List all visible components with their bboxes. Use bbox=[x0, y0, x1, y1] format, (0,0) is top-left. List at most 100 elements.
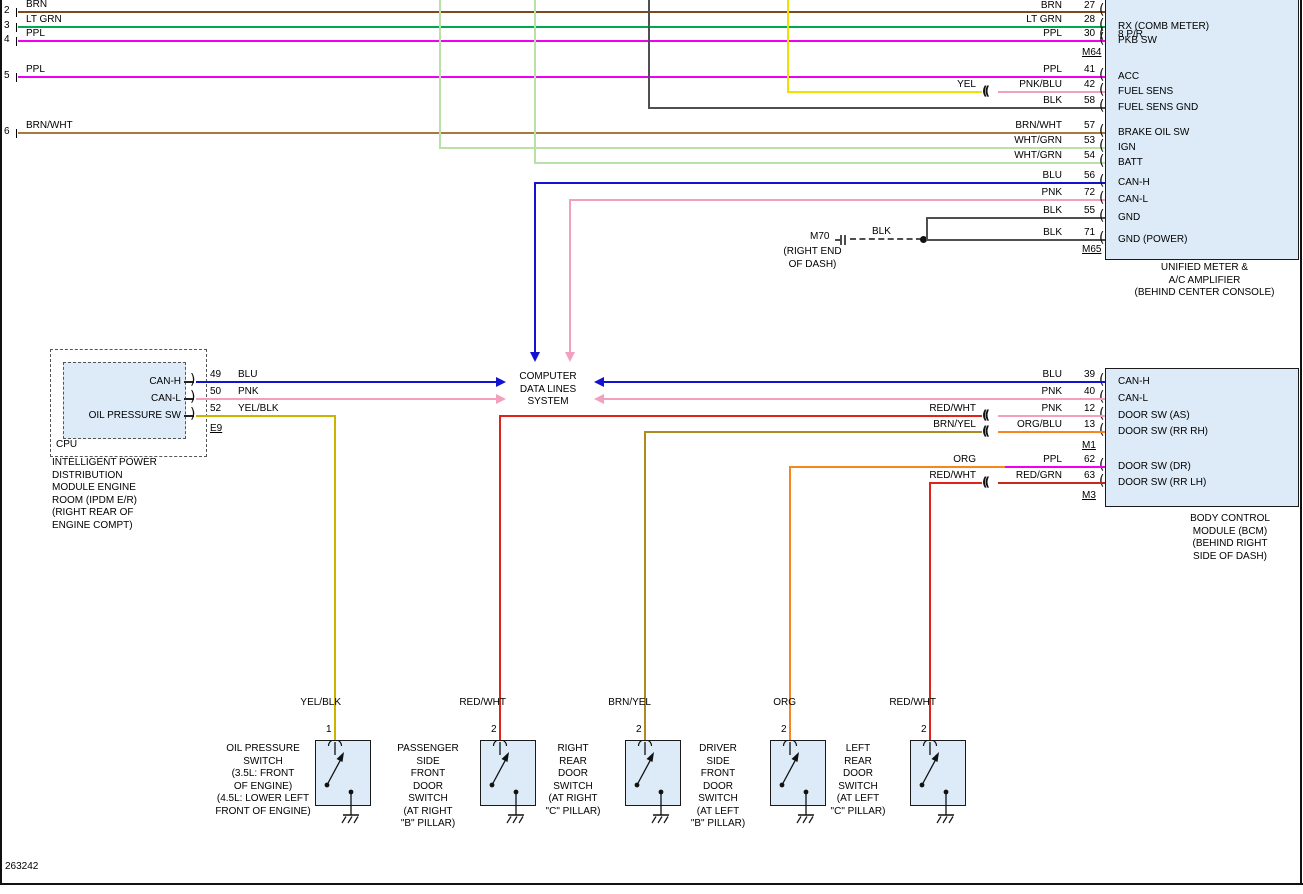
bcm-pin-name: CAN-L bbox=[1118, 393, 1149, 404]
bcm-pin-name: DOOR SW (RR RH) bbox=[1118, 426, 1208, 437]
unified-meter-box bbox=[1105, 0, 1299, 260]
left-rear-door-switch-symbol bbox=[910, 740, 966, 824]
wire-whtgrn-ign-vert bbox=[439, 0, 441, 149]
switch-wire-label: YEL/BLK bbox=[300, 697, 341, 708]
meter-pin-name: FUEL SENS bbox=[1118, 86, 1174, 97]
caption-line: FRONT OF ENGINE) bbox=[215, 805, 311, 817]
wire-brnyel-door-rrrh bbox=[644, 431, 982, 433]
bcm-pin-color: BLU bbox=[1042, 369, 1062, 380]
entry-num: 3 bbox=[4, 20, 10, 31]
caption-line: SWITCH bbox=[698, 793, 738, 804]
bcm-pin-color: RED/GRN bbox=[1015, 470, 1062, 481]
entry-tick bbox=[16, 129, 17, 138]
wire-pnk-bcm-canl bbox=[604, 398, 1105, 400]
caption-line: SIDE bbox=[416, 755, 440, 767]
arrow-right-canh-icon bbox=[496, 377, 506, 387]
wire-blu-canh-down bbox=[534, 182, 536, 352]
meter-pin-bracket: ( bbox=[1099, 138, 1105, 154]
passenger-front-door-switch-caption: PASSENGER SIDE FRONT DOOR SWITCH (AT RIG… bbox=[378, 743, 478, 831]
meter-pin-color: BLK bbox=[1043, 227, 1062, 238]
entry-num: 5 bbox=[4, 70, 10, 81]
caption-line: (AT RIGHT bbox=[548, 793, 598, 804]
caption-line: REAR bbox=[559, 755, 587, 767]
splice-icon: (( bbox=[982, 408, 990, 422]
page-border-left bbox=[0, 0, 2, 885]
wire-blu-canh-meter bbox=[534, 182, 1105, 184]
meter-pin-color: BRN/WHT bbox=[1015, 120, 1062, 131]
caption-line: REAR bbox=[844, 755, 872, 767]
switch-wire-label: RED/WHT bbox=[459, 697, 506, 708]
wire-pnkblu-fuel-sens bbox=[998, 91, 1105, 93]
wire-pnk-ipdm-canl bbox=[196, 398, 496, 400]
wire-org-door-dr bbox=[789, 466, 1005, 468]
meter-pin-bracket: ( bbox=[1099, 208, 1105, 224]
meter-pin-bracket: ( bbox=[1099, 123, 1105, 139]
wire-yelblk-oil-press bbox=[196, 415, 336, 417]
meter-pin-color: PPL bbox=[1043, 28, 1062, 39]
hub-line: COMPUTER bbox=[519, 371, 577, 382]
meter-pin-number: 30 bbox=[1084, 28, 1096, 39]
entry-tick bbox=[16, 73, 17, 82]
entry-wire-label: BRN bbox=[26, 0, 48, 10]
caption-line: OIL PRESSURE bbox=[226, 743, 300, 754]
hub-line: SYSTEM bbox=[527, 396, 569, 407]
diagram-id: 263242 bbox=[5, 861, 39, 872]
arrow-down-canh-icon bbox=[530, 352, 540, 362]
caption-line: DOOR bbox=[843, 768, 873, 779]
ipdm-caption-line: DISTRIBUTION bbox=[52, 469, 123, 481]
m70-location-line: OF DASH) bbox=[788, 258, 837, 270]
ipdm-pin-bracket: ) bbox=[190, 389, 196, 405]
ipdm-caption-line: (RIGHT REAR OF bbox=[52, 507, 134, 518]
wire-redwht-door-rrlh bbox=[929, 482, 982, 484]
entry-wire-label: PPL bbox=[26, 28, 45, 39]
entry-wire-label: BRN/WHT bbox=[26, 120, 73, 131]
meter-caption: UNIFIED METER & A/C AMPLIFIER (BEHIND CE… bbox=[1112, 262, 1297, 300]
meter-caption-line: A/C AMPLIFIER bbox=[1168, 274, 1241, 286]
wire-redwht-door-rrlh-vert bbox=[929, 482, 931, 740]
meter-pin-bracket: ( bbox=[1099, 153, 1105, 169]
caption-line: DRIVER bbox=[699, 743, 737, 754]
meter-pin-name: 8 P/R bbox=[1118, 29, 1144, 40]
ipdm-cpu-box bbox=[63, 362, 186, 439]
arrow-right-canl-icon bbox=[496, 394, 506, 404]
bcm-pin-color: PNK bbox=[1041, 403, 1062, 414]
meter-pin-number: 42 bbox=[1084, 79, 1096, 90]
wire-blk-gnd-power bbox=[927, 239, 1105, 241]
meter-caption-line: UNIFIED METER & bbox=[1160, 262, 1249, 273]
meter-pin-number: 27 bbox=[1084, 0, 1096, 11]
caption-line: OF ENGINE) bbox=[233, 780, 293, 792]
meter-pin-color: BLU bbox=[1042, 170, 1062, 181]
meter-pin-bracket: ( bbox=[1099, 190, 1105, 206]
ipdm-pin-bracket: ) bbox=[190, 406, 196, 422]
meter-pin-name: GND (POWER) bbox=[1118, 234, 1188, 245]
caption-line: SWITCH bbox=[408, 793, 448, 804]
switch-pin-number: 2 bbox=[491, 724, 497, 735]
arrow-left-canl-icon bbox=[594, 394, 604, 404]
wire-blk-dashed bbox=[850, 238, 922, 240]
wire-blu-ipdm-canh bbox=[196, 381, 496, 383]
meter-pin-color: PPL bbox=[1043, 64, 1062, 75]
entry-wire-label: PPL bbox=[26, 64, 45, 75]
meter-pin-bracket: ( bbox=[1099, 67, 1105, 83]
bcm-splice-color: RED/WHT bbox=[929, 403, 976, 414]
entry-tick bbox=[16, 37, 17, 46]
switch-pin-number: 2 bbox=[781, 724, 787, 735]
wire-redgrn-door-rrlh bbox=[998, 482, 1105, 484]
ipdm-caption-line: ROOM (IPDM E/R) bbox=[52, 494, 137, 506]
wire-blk-vert bbox=[648, 0, 650, 109]
wire-brn-tx bbox=[18, 11, 1105, 13]
caption-line: FRONT bbox=[700, 768, 736, 779]
meter-pin-bracket: ( bbox=[1099, 31, 1105, 47]
wire-pnk-canl-meter bbox=[569, 199, 1105, 201]
ipdm-pin-color: YEL/BLK bbox=[238, 403, 279, 414]
page-border-bottom bbox=[0, 883, 1303, 885]
meter-pin-color: PNK/BLU bbox=[1019, 79, 1062, 90]
switch-wire-label: ORG bbox=[773, 697, 796, 708]
meter-pin-number: 28 bbox=[1084, 14, 1096, 25]
m70-connector-icon bbox=[835, 235, 846, 245]
caption-line: DOOR bbox=[558, 768, 588, 779]
bcm-pin-color: PPL bbox=[1043, 454, 1062, 465]
page-border-right bbox=[1300, 0, 1302, 885]
m70-wire-label: BLK bbox=[872, 226, 891, 237]
